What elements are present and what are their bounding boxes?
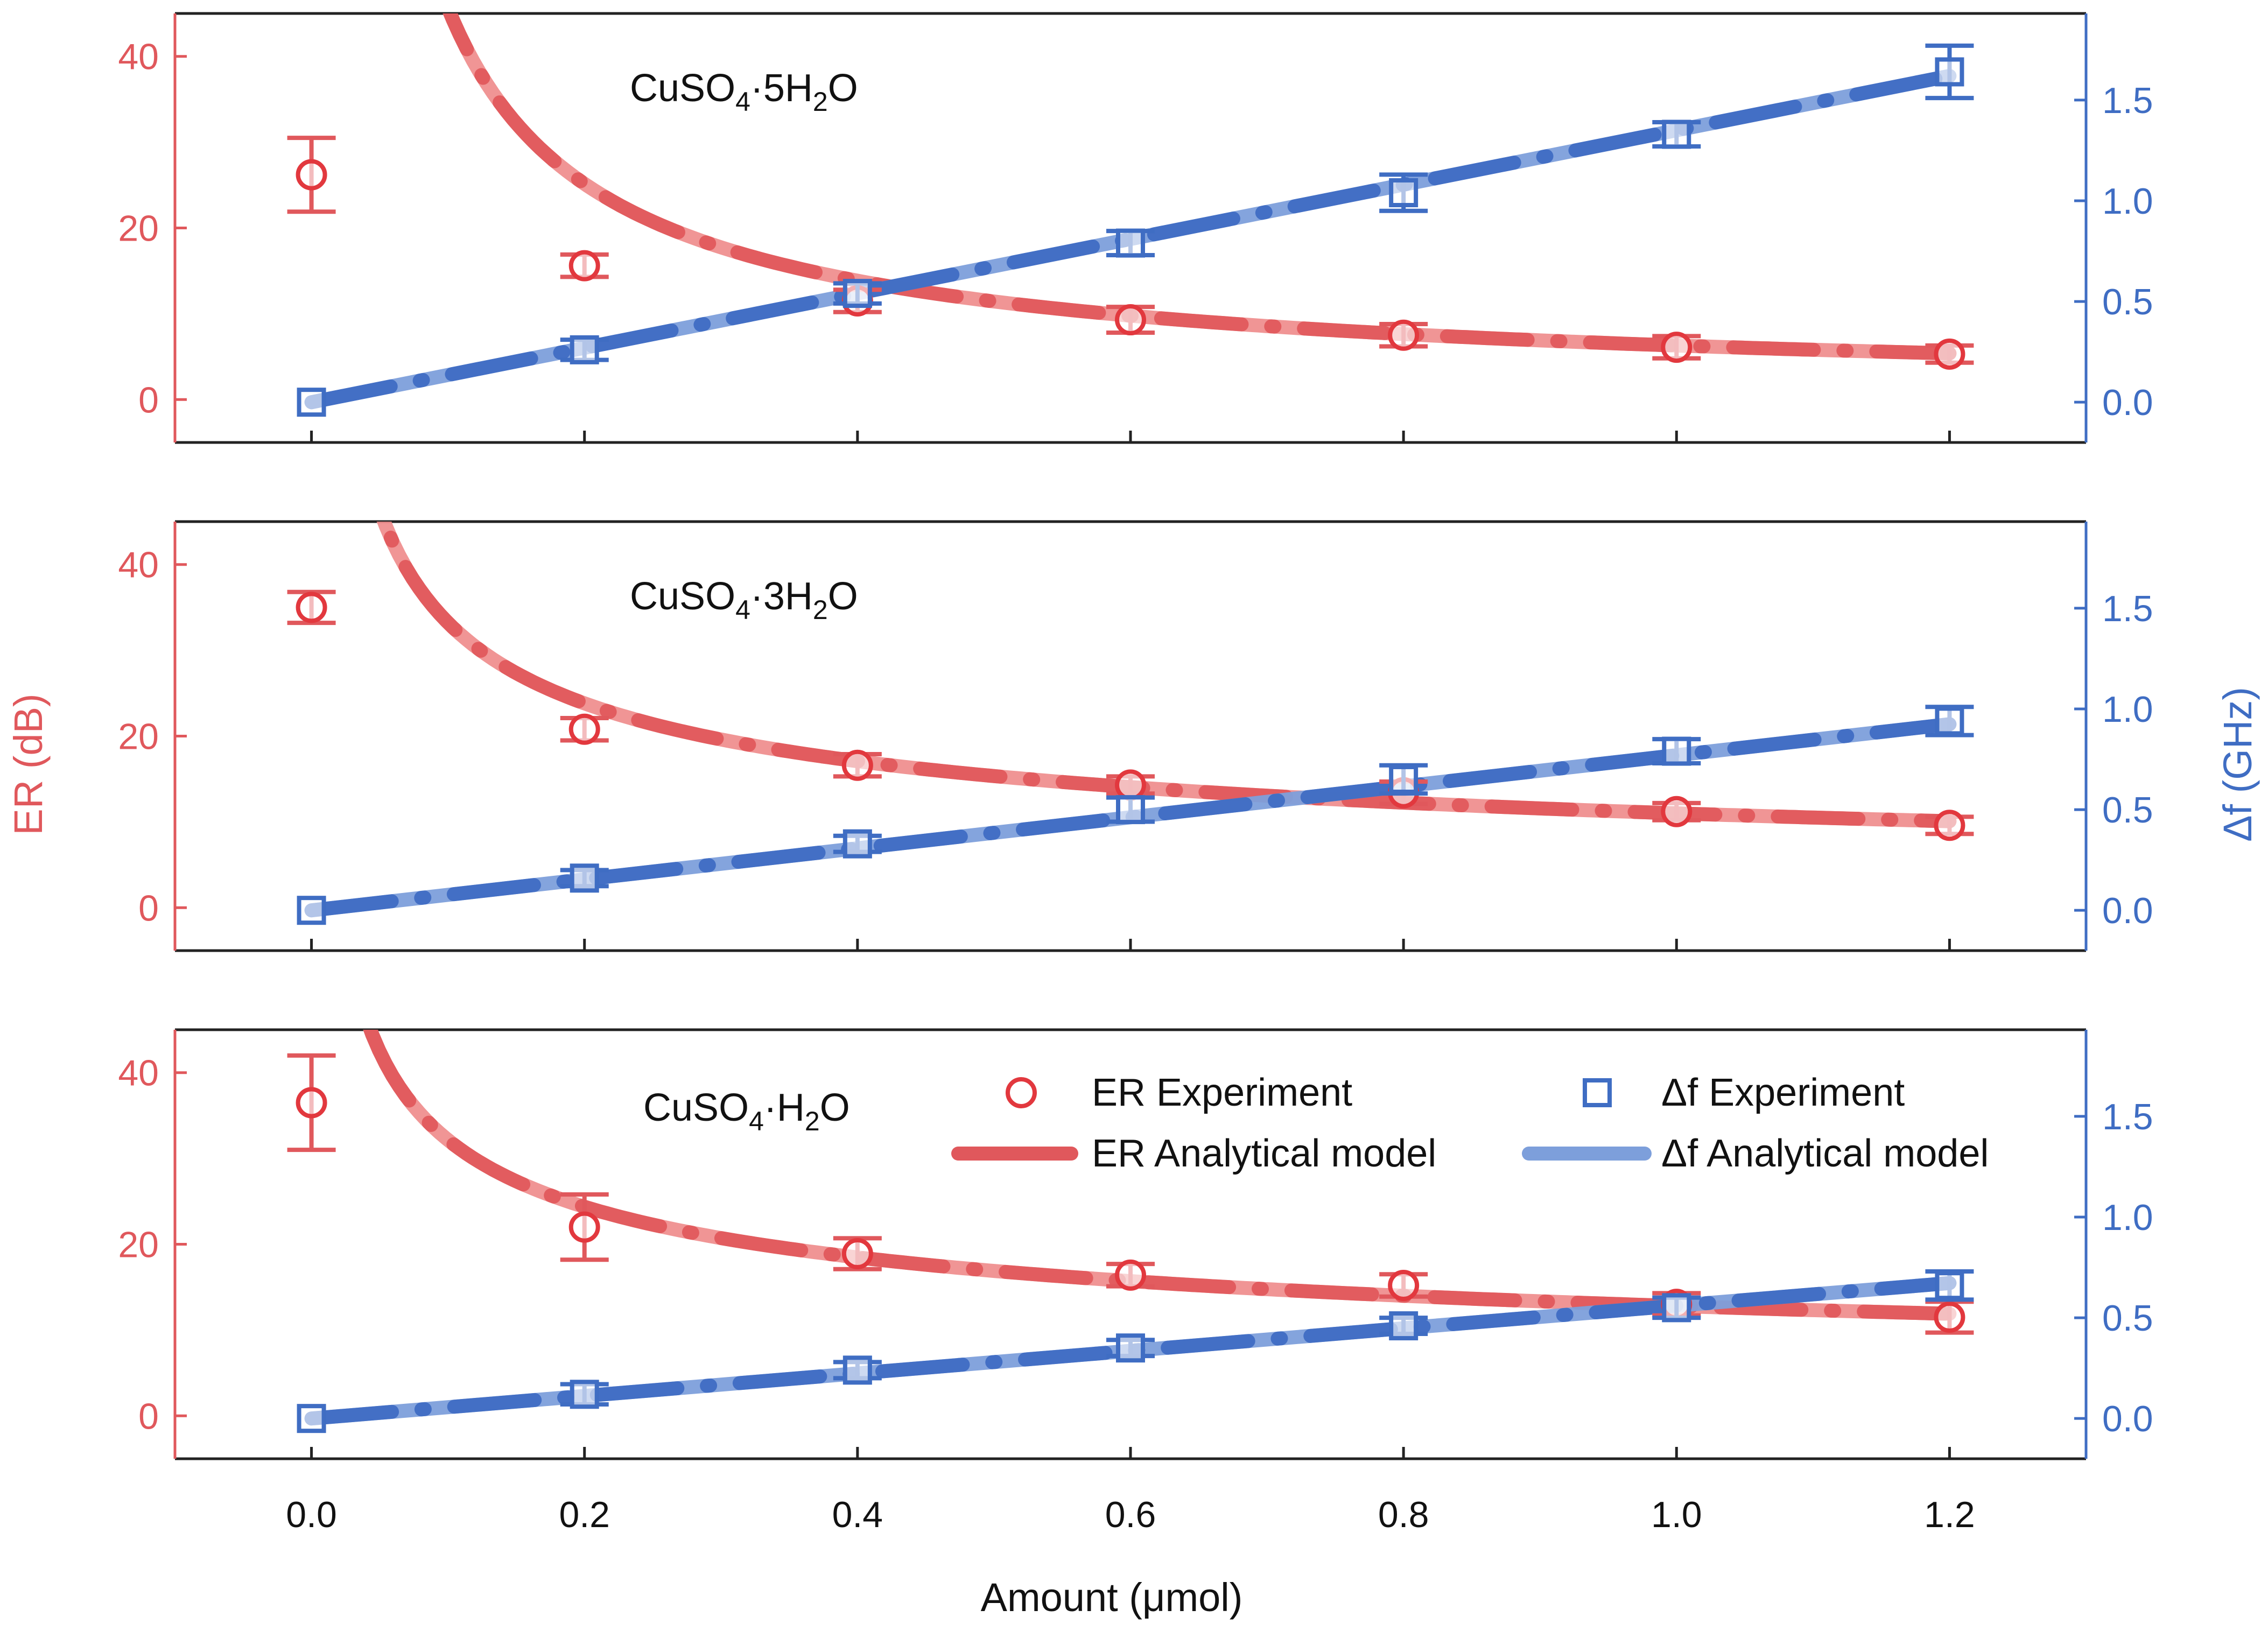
panel-cuso4-5h2o: 0 20 40 0.0 0.5 1.0 1.5 [118,12,2153,444]
right-y-tick-label: 1.5 [2102,80,2153,121]
df-experiment-point [1116,795,1145,825]
panel-title: CuSO4·5H2O [630,67,858,117]
right-y-tick-label: 1.0 [2102,181,2153,222]
df-experiment-point [842,279,872,308]
df-experiment-point [297,1404,326,1433]
panel-cuso4-3h2o: 0 20 40 0.0 0.5 1.0 1.5 [118,520,2153,952]
plot-area [287,1030,1974,1433]
er-experiment-point [296,159,327,191]
x-tick-label: 0.4 [832,1494,883,1535]
legend-df-experiment-marker [1583,1078,1612,1107]
df-experiment-point [1662,736,1691,766]
er-experiment-point [568,713,600,745]
er-model-line [443,13,1957,361]
panel-cuso4-h2o: 0.0 0.2 0.4 0.6 0.8 1.0 1.2 0 20 40 0.0 0.5 1.0 1.5 [118,1028,2153,1535]
er-experiment-point [1934,810,1965,841]
left-y-tick-label: 40 [118,1053,159,1094]
er-experiment-point [1115,304,1146,336]
legend-df-experiment-label: Δf Experiment [1661,1071,1905,1114]
left-y-tick-label: 0 [138,379,159,420]
df-experiment-point [570,1380,599,1409]
df-experiment-point [1116,228,1145,258]
legend-er-experiment-marker [1006,1077,1037,1108]
left-y-tick-label: 40 [118,37,159,78]
df-experiment-point [1935,1271,1964,1300]
df-experiment-point [1935,706,1964,736]
right-y-tick-label: 0.5 [2102,1298,2153,1339]
left-y-tick-label: 0 [138,888,159,929]
er-experiment-point [1661,796,1693,827]
df-experiment-point [842,829,872,859]
right-y-tick-label: 0.0 [2102,890,2153,931]
right-y-tick-label: 0.5 [2102,790,2153,831]
er-experiment-point [1661,332,1693,363]
x-axis-label: Amount (μmol) [981,1575,1243,1620]
right-y-tick-label: 0.0 [2102,1398,2153,1439]
y-axis-label-left: ER (dB) [6,693,51,835]
df-experiment-point [297,896,326,925]
df-experiment-point [842,1355,872,1385]
er-experiment-point [1388,319,1420,351]
df-experiment-point [570,335,599,364]
er-experiment-point [841,749,873,781]
x-tick-label: 0.8 [1378,1494,1429,1535]
right-y-tick-label: 1.0 [2102,689,2153,730]
legend-df-model-label: Δf Analytical model [1661,1132,1989,1175]
er-experiment-point [296,1087,327,1119]
right-y-tick-label: 0.5 [2102,282,2153,322]
x-tick-label: 1.0 [1651,1494,1702,1535]
df-experiment-point [297,388,326,417]
left-y-tick-label: 20 [118,1225,159,1266]
er-experiment-point [1388,1270,1420,1302]
df-experiment-point [1389,764,1419,794]
plot-area [287,13,1974,417]
df-experiment-point [1935,57,1964,87]
er-experiment-point [568,250,600,282]
right-y-tick-label: 1.0 [2102,1197,2153,1238]
y-axis-label-right: Δf (GHz) [2215,687,2260,842]
er-experiment-point [296,592,327,623]
df-experiment-point [1662,1293,1691,1323]
er-experiment-point [841,1238,873,1270]
left-y-tick-label: 40 [118,545,159,586]
df-experiment-point [1662,119,1691,149]
panel-title: CuSO4·3H2O [630,575,858,625]
left-y-tick-label: 0 [138,1396,159,1437]
er-experiment-point [1115,1259,1146,1291]
df-experiment-point [1116,1333,1145,1363]
er-experiment-point [1934,1301,1965,1333]
plot-area [287,522,1974,925]
df-experiment-point [1389,1311,1419,1341]
left-y-tick-label: 20 [118,716,159,757]
left-y-tick-label: 20 [118,208,159,249]
er-experiment-point [568,1211,600,1243]
legend: ER Experiment ER Analytical model Δf Exp… [951,1071,1989,1175]
legend-er-experiment-label: ER Experiment [1092,1071,1352,1114]
legend-er-model-label: ER Analytical model [1092,1132,1436,1175]
df-experiment-point [570,863,599,893]
x-tick-label: 0.2 [559,1494,610,1535]
er-experiment-point [1115,769,1146,801]
x-tick-label: 0.6 [1105,1494,1156,1535]
right-y-tick-label: 1.5 [2102,588,2153,629]
right-y-tick-label: 0.0 [2102,382,2153,423]
df-experiment-point [1389,178,1419,208]
panel-title: CuSO4·H2O [643,1086,850,1136]
x-tick-label: 0.0 [286,1494,337,1535]
right-y-tick-label: 1.5 [2102,1096,2153,1137]
er-experiment-point [1934,338,1965,370]
x-tick-label: 1.2 [1924,1494,1975,1535]
